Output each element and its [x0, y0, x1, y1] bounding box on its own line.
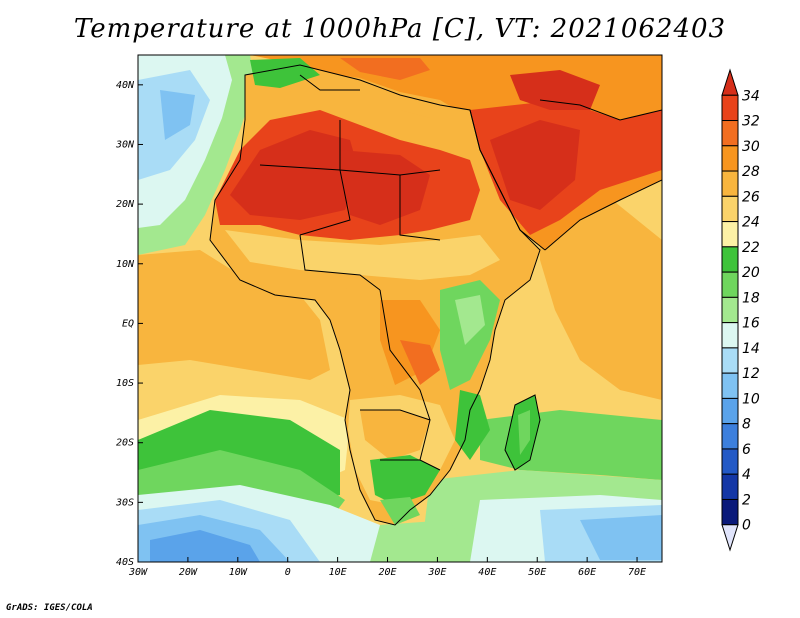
map-title: Temperature at 1000hPa [C], VT: 20210624…	[73, 14, 727, 44]
colorbar-label: 18	[742, 290, 760, 306]
colorbar-segment	[721, 397, 739, 425]
colorbar-segment	[721, 221, 739, 248]
colorbar-segment	[721, 296, 739, 324]
colorbar-label: 30	[742, 139, 760, 155]
lat-tick-label: 20N	[116, 199, 135, 210]
colorbar-top-triangle	[721, 68, 739, 96]
colorbar-label: 4	[742, 467, 751, 483]
lat-tick-label: EQ	[122, 318, 134, 329]
lon-tick-label: 20E	[378, 567, 396, 578]
lon-tick-label: 20W	[179, 567, 198, 578]
colorbar-label: 2	[742, 492, 751, 508]
colorbar-bottom-triangle	[721, 524, 739, 552]
colorbar-segment	[721, 120, 739, 147]
lat-tick-label: 40S	[116, 557, 134, 568]
lon-tick-label: 30W	[128, 567, 148, 578]
lat-tick-label: 30N	[115, 139, 135, 150]
colorbar-segment	[721, 498, 739, 526]
lon-tick-label: 70E	[628, 567, 646, 578]
colorbar-segment	[721, 94, 739, 122]
lat-tick-label: 20S	[116, 438, 134, 449]
colorbar-label: 6	[742, 442, 751, 458]
colorbar-label: 26	[742, 189, 760, 205]
lon-tick-label: 10E	[329, 567, 347, 578]
colorbar-label: 22	[742, 240, 760, 256]
colorbar-label: 20	[742, 265, 760, 281]
colorbar-segment	[721, 246, 739, 273]
lon-tick-label: 50E	[528, 567, 546, 578]
colorbar-label: 12	[742, 366, 760, 382]
colorbar-segment	[721, 322, 739, 349]
map-frame	[137, 54, 663, 563]
lat-tick-label: 40N	[116, 80, 135, 91]
colorbar-label: 24	[742, 215, 760, 231]
lon-tick-label: 10W	[229, 567, 248, 578]
coastlines	[209, 64, 662, 526]
colorbar-segment	[721, 347, 739, 374]
lat-tick-label: 10S	[116, 378, 134, 389]
longitude-axis: 30W 20W 10W 0 10E 20E 30E 40E 50E 60E 70E	[128, 557, 646, 578]
colorbar-segment	[721, 372, 739, 399]
colorbar-label: 0	[742, 518, 751, 534]
colorbar-segment	[721, 423, 739, 450]
colorbar-segment	[721, 170, 739, 197]
colorbar-segment	[721, 448, 739, 475]
temperature-field	[138, 55, 662, 562]
colorbar-label: 10	[742, 391, 760, 407]
colorbar-segment	[721, 473, 739, 500]
colorbar-label: 32	[742, 114, 760, 130]
colorbar-label: 8	[742, 417, 751, 433]
colorbar-segment	[721, 145, 739, 172]
colorbar-label: 16	[742, 316, 760, 332]
colorbar-label: 34	[742, 88, 760, 104]
lon-tick-label: 60E	[578, 567, 596, 578]
lon-tick-label: 0	[285, 567, 291, 578]
lat-tick-label: 10N	[116, 259, 135, 270]
lat-tick-label: 30S	[115, 497, 134, 508]
lon-tick-label: 30E	[427, 567, 446, 578]
credit-label: GrADS: IGES/COLA	[6, 603, 93, 613]
colorbar-label: 14	[742, 341, 760, 357]
colorbar-segment	[721, 195, 739, 223]
colorbar-segment	[721, 271, 739, 298]
colorbar-label: 28	[742, 164, 760, 180]
latitude-axis: 40N 30N 20N 10N EQ 10S 20S 30S 40S	[115, 80, 143, 568]
lon-tick-label: 40E	[478, 567, 496, 578]
